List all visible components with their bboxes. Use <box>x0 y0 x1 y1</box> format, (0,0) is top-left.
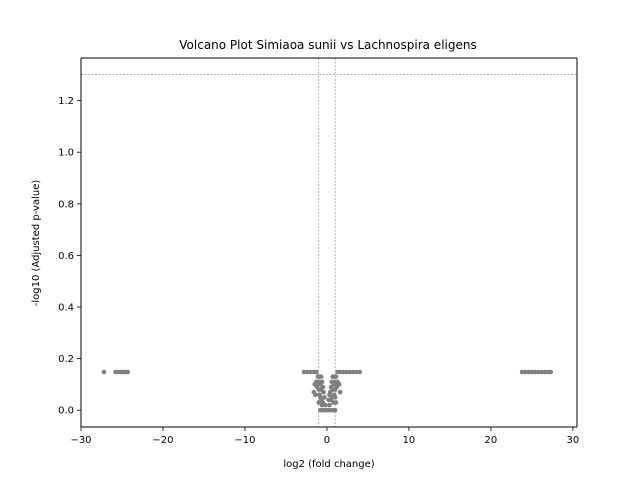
data-point <box>308 369 313 375</box>
data-point <box>332 395 338 400</box>
data-point <box>322 395 327 400</box>
data-points <box>101 369 554 413</box>
data-point <box>357 369 363 375</box>
data-point <box>337 389 343 395</box>
data-point <box>318 374 324 379</box>
data-point <box>319 402 325 408</box>
data-point <box>323 402 328 408</box>
chart-title: Volcano Plot Simiaoa sunii vs Lachnospir… <box>179 38 476 52</box>
y-tick-label: 0.2 <box>58 354 74 365</box>
y-axis-label: -log10 (Adjusted p-value) <box>31 180 42 307</box>
data-point <box>539 369 545 375</box>
y-tick-label: 1.0 <box>58 148 74 159</box>
data-point <box>532 369 538 375</box>
x-axis-label: log2 (fold change) <box>283 459 374 470</box>
x-tick-label: 30 <box>567 435 580 446</box>
data-point <box>313 369 319 375</box>
data-point <box>304 369 310 375</box>
data-point <box>332 387 338 392</box>
data-point <box>344 369 349 375</box>
data-point <box>542 369 548 375</box>
data-point <box>526 369 531 375</box>
data-point <box>347 369 353 375</box>
data-point <box>548 369 554 375</box>
x-tick-label: −20 <box>152 435 173 446</box>
data-point <box>316 400 322 405</box>
data-point <box>333 374 339 379</box>
y-ticks: 0.0 0.2 0.4 0.6 0.8 1.0 1.2 <box>58 96 81 417</box>
data-point <box>536 369 541 375</box>
x-tick-label: 10 <box>403 435 416 446</box>
x-tick-label: 0 <box>324 435 330 446</box>
x-tick-label: −30 <box>70 435 91 446</box>
x-tick-label: 20 <box>485 435 498 446</box>
data-point <box>125 369 131 375</box>
data-point <box>337 369 343 375</box>
data-point <box>313 392 318 398</box>
plot-area <box>81 58 577 427</box>
y-tick-label: 1.2 <box>58 96 74 107</box>
y-tick-label: 0.8 <box>58 199 74 210</box>
data-point <box>101 369 107 375</box>
data-point <box>332 407 338 413</box>
data-point <box>529 369 535 375</box>
data-point <box>327 402 332 408</box>
data-point <box>333 400 339 405</box>
data-point <box>341 369 346 375</box>
axes <box>80 57 578 428</box>
data-point <box>523 369 528 375</box>
threshold-lines <box>81 58 577 427</box>
data-point <box>519 369 525 375</box>
y-tick-label: 0.6 <box>58 251 74 262</box>
data-point <box>301 369 307 375</box>
data-point <box>350 369 356 375</box>
data-point <box>321 389 326 395</box>
y-tick-label: 0.0 <box>58 406 74 417</box>
data-point <box>354 369 359 375</box>
x-tick-label: −10 <box>234 435 255 446</box>
y-tick-label: 0.4 <box>58 303 74 314</box>
x-ticks: −30 −20 −10 0 10 20 30 <box>70 427 579 446</box>
